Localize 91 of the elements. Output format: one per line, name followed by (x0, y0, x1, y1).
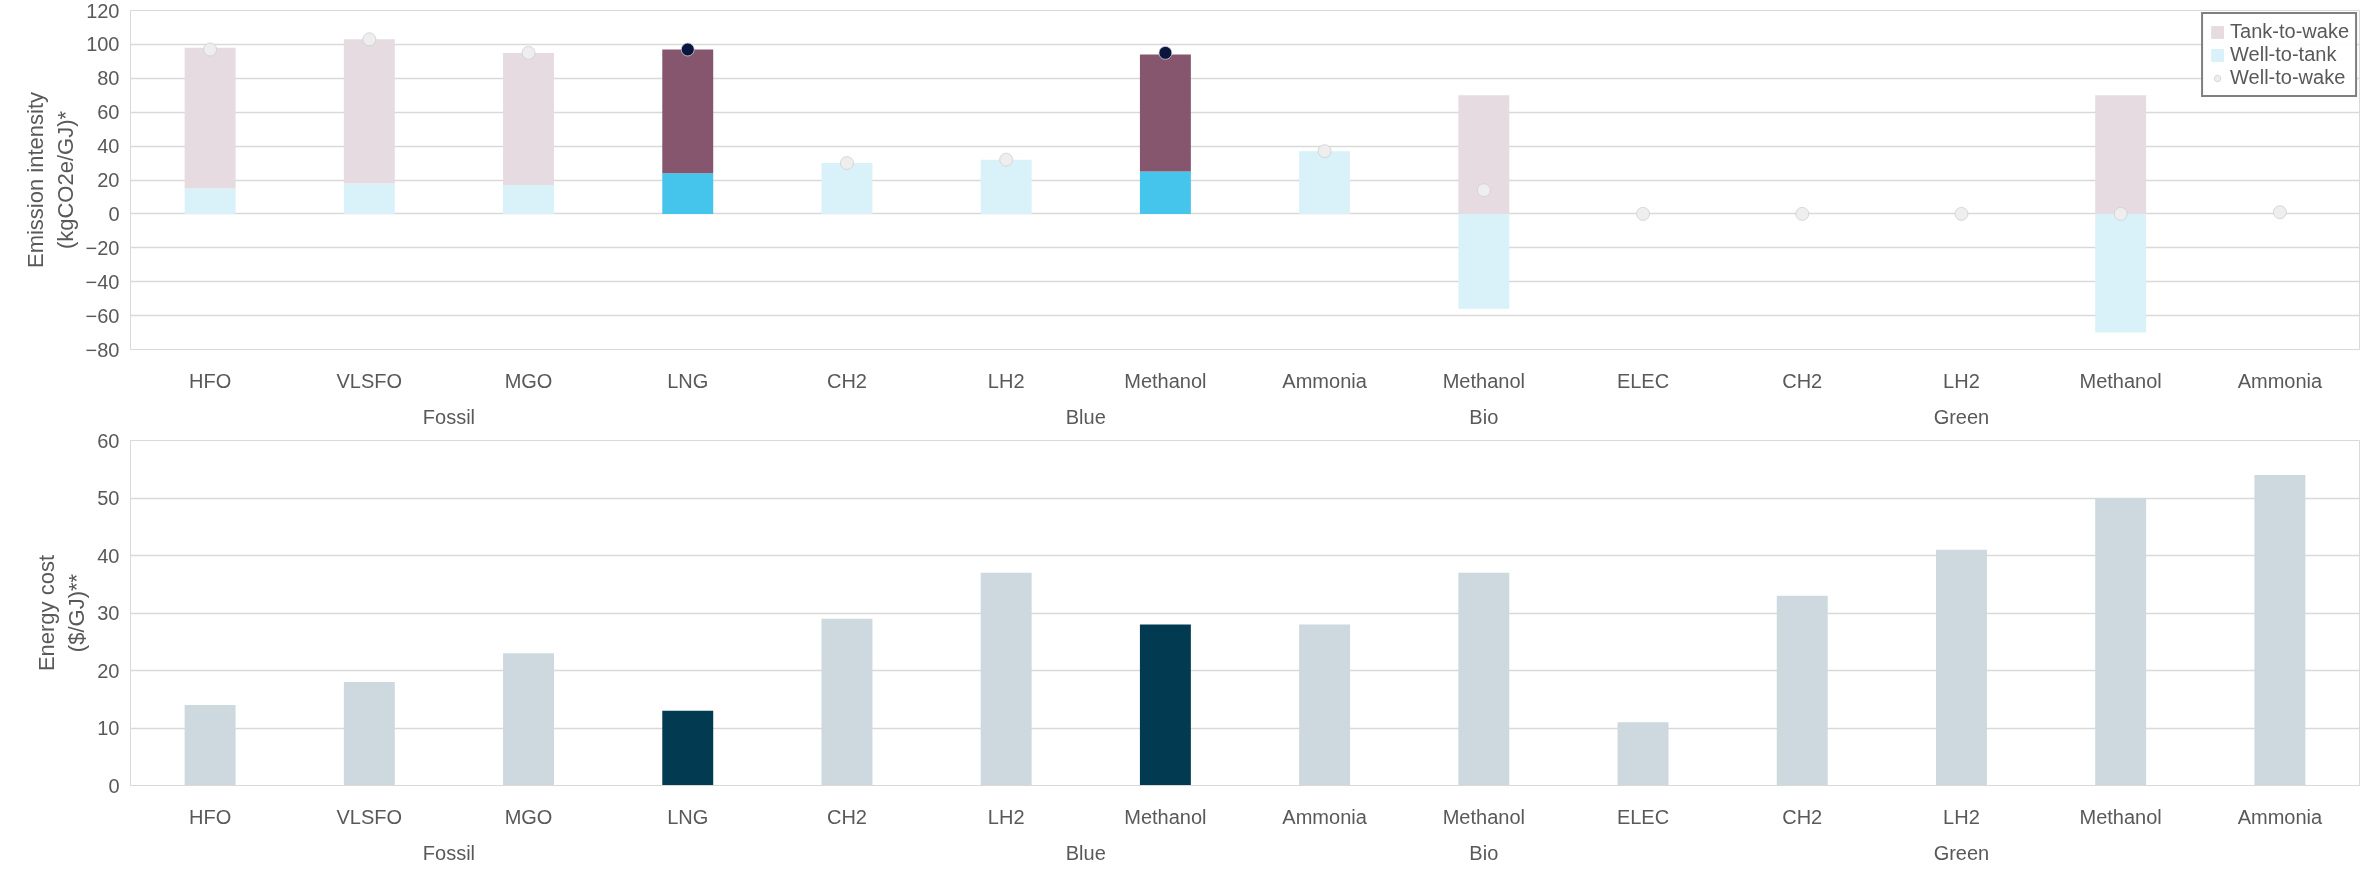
point (1954, 206, 1969, 221)
point (2272, 205, 2287, 220)
bar (662, 49, 714, 174)
bar (184, 188, 236, 214)
y-tick-label: 80 (97, 67, 120, 90)
y-tick-label: 10 (97, 717, 120, 739)
point (203, 42, 218, 57)
text: Fossil (422, 405, 476, 428)
x-tick-label: ELEC (1616, 369, 1670, 392)
y-tick-label: 40 (97, 135, 120, 158)
y-tick-label: 20 (97, 659, 120, 682)
x-tick-label: Methanol (2079, 805, 2162, 828)
bar (503, 52, 555, 186)
bar (1299, 151, 1351, 214)
text: Fossil (422, 841, 476, 864)
x-tick-label: LH2 (1943, 369, 1980, 392)
y-axis-title: Emission intensity (kgCO2e/GJ)* (22, 91, 78, 269)
text: Bio (1469, 405, 1499, 428)
x-tick-label: Ammonia (1282, 369, 1368, 392)
point (1317, 144, 1332, 159)
bar (662, 710, 714, 786)
x-tick-label: CH2 (826, 369, 867, 392)
x-tick-label: Methanol (1124, 805, 1207, 828)
x-tick-label: Ammonia (2237, 369, 2324, 392)
x-tick-label: Methanol (1442, 805, 1525, 828)
y-tick-label: 0 (108, 774, 120, 797)
x-tick-label: CH2 (1782, 805, 1823, 828)
x-tick-label: LH2 (1943, 805, 1980, 828)
x-tick-label: Methanol (2079, 369, 2162, 392)
y-tick-label: 60 (97, 101, 120, 124)
bar (2095, 95, 2147, 214)
point (1636, 206, 1651, 221)
text: Green (1933, 841, 1990, 864)
y-tick-label: 20 (97, 169, 120, 191)
x-tick-label: Ammonia (2237, 805, 2324, 828)
y-tick-label: −20 (85, 236, 120, 259)
bar (343, 183, 395, 214)
bar (1458, 95, 1510, 214)
bar (821, 163, 873, 214)
x-tick-label: LH2 (987, 805, 1025, 828)
x-tick-label: VLSFO (336, 805, 403, 828)
x-tick-label: VLSFO (336, 369, 403, 392)
bar (1139, 624, 1191, 786)
y-tick-label: 50 (97, 487, 120, 509)
x-tick-label: CH2 (826, 805, 867, 828)
point (1476, 183, 1491, 198)
text: Bio (1469, 841, 1499, 864)
y-tick-label: −80 (85, 338, 120, 361)
bar (662, 173, 714, 214)
x-tick-label: Methanol (1442, 369, 1525, 392)
y-tick-label: 60 (97, 429, 120, 452)
y-tick-label: 40 (97, 544, 120, 567)
bar (1139, 171, 1191, 214)
x-tick-label: ELEC (1616, 805, 1670, 828)
x-tick-label: LH2 (987, 369, 1025, 392)
legend-label: Tank-to-wake (2230, 20, 2349, 43)
point (839, 156, 854, 171)
x-tick-label: CH2 (1782, 369, 1823, 392)
x-tick-label: LNG (667, 369, 709, 392)
bar (1458, 213, 1510, 309)
text: Blue (1065, 841, 1106, 864)
y-tick-label: −60 (85, 304, 120, 327)
x-tick-label: HFO (189, 805, 232, 828)
bar (1139, 54, 1191, 172)
y-tick-label: −40 (85, 270, 120, 293)
point (2113, 206, 2128, 221)
x-tick-label: MGO (504, 369, 553, 392)
x-tick-label: LNG (667, 805, 709, 828)
x-tick-label: HFO (189, 369, 232, 392)
point (521, 45, 536, 60)
x-tick-label: Ammonia (1282, 805, 1368, 828)
point (999, 152, 1014, 167)
bar (184, 47, 236, 189)
legend-label: Well-to-tank (2230, 43, 2337, 66)
bar (980, 159, 1032, 214)
bar (503, 185, 555, 214)
legend-label: Well-to-wake (2230, 66, 2346, 89)
y-axis-title: Energy cost ($/GJ)** (34, 554, 90, 672)
point (1795, 206, 1810, 221)
y-tick-label: 100 (86, 33, 120, 56)
x-tick-label: MGO (504, 805, 553, 828)
x-tick-label: Methanol (1124, 369, 1207, 392)
y-tick-label: 120 (86, 0, 120, 22)
bar (2095, 213, 2147, 333)
text: Blue (1065, 405, 1106, 428)
y-tick-label: 30 (97, 602, 120, 624)
point (680, 42, 695, 57)
text: Green (1933, 405, 1990, 428)
point (1158, 45, 1173, 60)
y-tick-label: 0 (108, 202, 120, 225)
point (362, 32, 377, 47)
